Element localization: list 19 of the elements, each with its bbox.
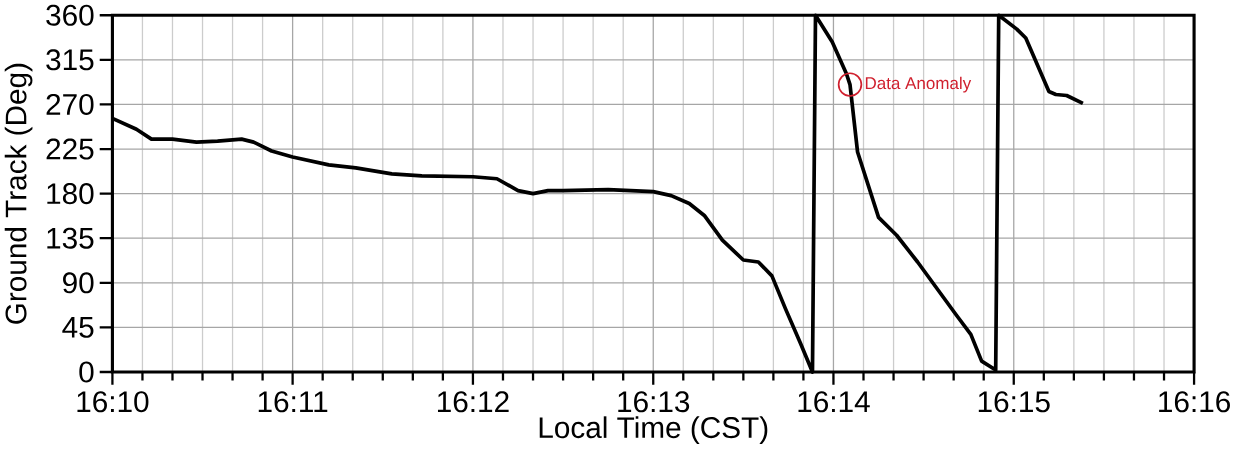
y-tick-label: 45 [62,317,94,338]
x-axis-title: Local Time (CST) [539,416,768,445]
y-tick-label: 90 [63,272,94,294]
y-tick-label: 0 [79,361,94,383]
y-tick-label: 270 [46,94,94,116]
y-tick-label: 135 [47,227,94,249]
x-tick-label: 16:15 [978,391,1050,413]
annotation: Data Anomaly [865,76,972,93]
x-tick-label: 16:13 [618,391,690,413]
x-tick-label: 16:10 [77,391,149,413]
y-tick-label: 225 [46,138,94,160]
x-tick-label: 16:14 [798,391,870,413]
y-axis-title: Ground Track (Deg) [4,63,33,324]
y-tick-label: 180 [47,183,94,205]
x-tick-label: 16:16 [1159,391,1230,413]
y-tick-label: 360 [46,4,94,26]
x-tick-label: 16:11 [258,391,328,413]
y-tick-label: 315 [46,49,94,71]
x-tick-label: 16:12 [437,391,509,413]
